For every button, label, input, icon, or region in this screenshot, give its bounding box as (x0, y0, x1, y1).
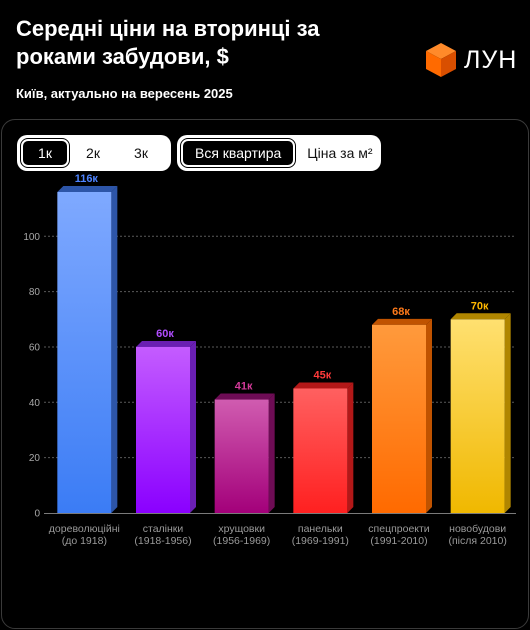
x-tick-label: новобудови (449, 523, 506, 535)
x-tick-label: (1918-1956) (134, 535, 191, 547)
x-tick-label: (до 1918) (62, 535, 107, 547)
bar[interactable] (136, 346, 190, 513)
rooms-2k-button[interactable]: 2к (86, 145, 100, 161)
bar-top (57, 186, 118, 192)
bar-value-label: 45к (313, 369, 331, 381)
bar-value-label: 68к (392, 306, 410, 318)
x-tick-label: дореволюційні (49, 523, 120, 535)
bar-side (190, 340, 196, 513)
x-tick-label: (1956-1969) (213, 535, 270, 547)
bar-top (214, 393, 275, 400)
x-tick-label: хрущовки (218, 523, 265, 535)
bar[interactable] (293, 388, 348, 513)
y-tick-label: 100 (23, 232, 40, 243)
bar-top (450, 313, 511, 320)
x-tick-label: панельки (298, 523, 343, 535)
x-tick-label: (після 2010) (448, 535, 506, 547)
lun-logo: ЛУН (424, 42, 517, 78)
page-subtitle: Київ, актуально на вересень 2025 (16, 86, 233, 101)
bar-side (347, 382, 354, 513)
bar[interactable] (372, 324, 426, 513)
rooms-3k-button[interactable]: 3к (134, 145, 148, 161)
bar-value-label: 60к (156, 328, 174, 340)
y-tick-label: 0 (34, 509, 40, 520)
price-mode-filter: Вся квартира Ціна за м² (177, 135, 381, 171)
y-tick-label: 80 (29, 287, 41, 298)
logo-text: ЛУН (464, 45, 518, 74)
bar-side (504, 313, 511, 513)
header: Середні ціни на вторинці за роками забуд… (0, 0, 530, 118)
x-tick-label: (1991-2010) (370, 535, 427, 547)
page-title: Середні ціни на вторинці за роками забуд… (16, 16, 320, 69)
rooms-filter: 1к 2к 3к (17, 135, 171, 171)
bar-side (111, 186, 118, 513)
bar-side (268, 393, 275, 513)
bar-top (136, 340, 196, 347)
bar-value-label: 116к (75, 173, 99, 185)
y-tick-label: 20 (29, 453, 41, 464)
y-tick-label: 40 (29, 398, 41, 409)
x-tick-label: (1969-1991) (292, 535, 349, 547)
whole-apartment-button[interactable]: Вся квартира (179, 138, 297, 168)
x-tick-label: спецпроекти (368, 523, 430, 535)
bar[interactable] (57, 192, 112, 513)
cube-logo-icon (426, 43, 456, 77)
bar-side (426, 318, 432, 513)
bar-value-label: 41к (235, 381, 253, 393)
bar-top (372, 318, 432, 325)
bar[interactable] (214, 399, 269, 513)
x-tick-label: сталінки (143, 523, 184, 535)
y-tick-label: 60 (29, 342, 41, 353)
bar[interactable] (450, 319, 505, 513)
bar-value-label: 70к (471, 300, 489, 312)
bar-top (293, 382, 354, 389)
rooms-1k-button[interactable]: 1к (20, 138, 70, 168)
price-per-m2-button[interactable]: Ціна за м² (307, 145, 373, 161)
